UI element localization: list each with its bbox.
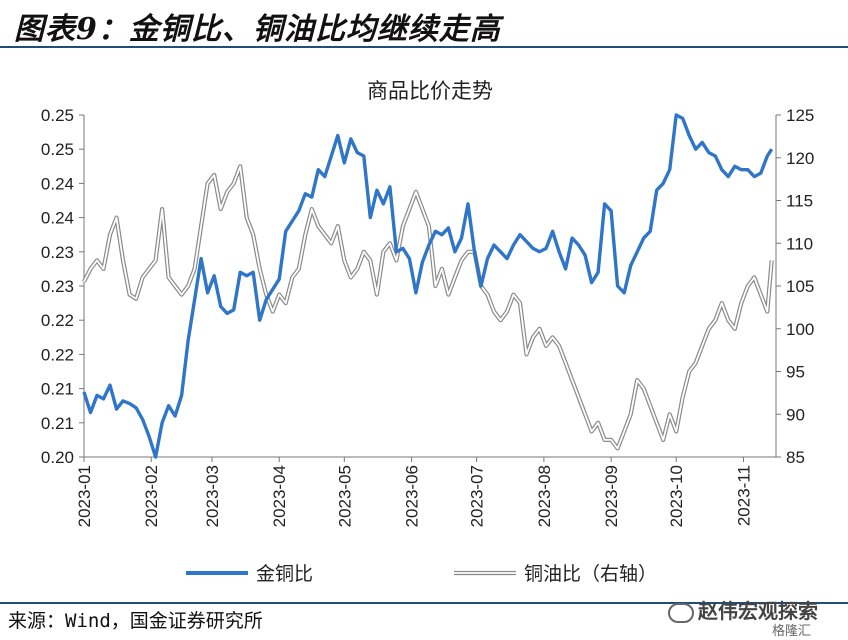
legend-label-gold-copper: 金铜比 bbox=[256, 563, 313, 585]
page-title: 图表9：金铜比、铜油比均继续走高 bbox=[14, 12, 501, 47]
y-right-tick-label: 90 bbox=[786, 405, 805, 424]
y-left-tick-label: 0.22 bbox=[41, 311, 74, 330]
chart: 商品比价走势 0.20 0.21 0.21 0.22 0.22 0.23 0.23 0.24 0.… bbox=[41, 80, 814, 585]
header: 图表9：金铜比、铜油比均继续走高 bbox=[0, 0, 848, 47]
chart-title: 商品比价走势 bbox=[367, 80, 493, 103]
y-right-tick-label: 120 bbox=[786, 149, 814, 168]
y-left-tick-label: 0.22 bbox=[41, 345, 74, 364]
x-tick-label: 2023-03 bbox=[203, 465, 222, 527]
y-left-tick-label: 0.21 bbox=[41, 414, 74, 433]
x-tick-label: 2023-09 bbox=[602, 465, 621, 527]
y-left-tick-label: 0.25 bbox=[41, 140, 74, 159]
legend-label-copper-oil: 铜油比（右轴） bbox=[524, 563, 657, 585]
watermark-sub: 格隆汇 bbox=[772, 624, 812, 639]
y-left-tick-label: 0.20 bbox=[41, 448, 74, 467]
y-left-tick-label: 0.24 bbox=[41, 174, 74, 193]
header-divider bbox=[0, 46, 848, 48]
y-right-tick-label: 85 bbox=[786, 448, 805, 467]
footer-divider bbox=[0, 602, 848, 604]
series-copper-oil-line bbox=[83, 165, 773, 450]
x-tick-label: 2023-04 bbox=[270, 465, 289, 527]
y-right-tick-label: 95 bbox=[786, 363, 805, 382]
y-right-tick-label: 115 bbox=[786, 192, 813, 211]
x-tick-label: 2023-10 bbox=[667, 465, 686, 527]
y-right-tick-label: 110 bbox=[786, 234, 813, 253]
x-tick-label: 2023-01 bbox=[75, 465, 94, 527]
y-right-tick-label: 125 bbox=[786, 106, 814, 125]
y-left-tick-label: 0.23 bbox=[41, 277, 74, 296]
y-right-tick-label: 100 bbox=[786, 320, 814, 339]
watermark-text: 赵伟宏观探索 bbox=[698, 599, 818, 623]
x-tick-label: 2023-06 bbox=[403, 465, 422, 527]
y-left-tick-label: 0.25 bbox=[41, 106, 74, 125]
x-tick-label: 2023-07 bbox=[468, 465, 487, 527]
series-gold-copper-line bbox=[82, 113, 774, 459]
y-left-tick-label: 0.24 bbox=[41, 209, 74, 228]
y-left-tick-label: 0.21 bbox=[41, 380, 74, 399]
wechat-icon bbox=[668, 602, 694, 623]
y-left-tick-label: 0.23 bbox=[41, 243, 74, 262]
x-tick-label: 2023-11 bbox=[734, 465, 753, 526]
series-copper-oil-outline bbox=[82, 164, 774, 451]
y-right-tick-label: 105 bbox=[786, 277, 814, 296]
x-tick-label: 2023-05 bbox=[335, 465, 354, 527]
x-tick-label: 2023-02 bbox=[142, 465, 161, 527]
x-tick-label: 2023-08 bbox=[535, 465, 554, 527]
watermark: 赵伟宏观探索 bbox=[668, 595, 818, 624]
source-note: 来源：Wind，国金证券研究所 bbox=[8, 610, 263, 632]
